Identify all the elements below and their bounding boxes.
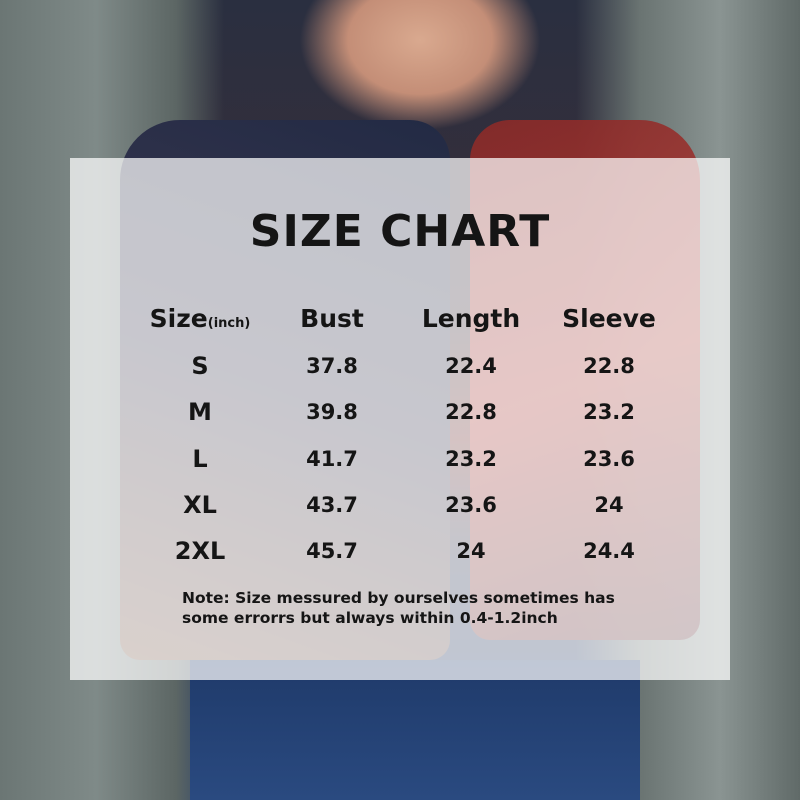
size-label: 2XL xyxy=(174,537,226,565)
table-cell: 37.8 xyxy=(306,354,358,378)
table-cell: 43.7 xyxy=(306,493,358,517)
size-label: M xyxy=(188,398,212,426)
header-label: Sleeve xyxy=(562,304,656,333)
size-label: S xyxy=(191,352,209,380)
table-cell: 24 xyxy=(456,539,486,563)
size-label: XL xyxy=(183,491,217,519)
note-line-2: some errorrs but always within 0.4-1.2in… xyxy=(182,609,558,627)
jeans-photo xyxy=(190,660,640,800)
note-line-1: Note: Size messured by ourselves sometim… xyxy=(182,589,615,607)
size-note: Note: Size messured by ourselves sometim… xyxy=(182,588,615,628)
column-header-sleeve: Sleeve xyxy=(534,304,684,333)
header-unit: (inch) xyxy=(207,316,251,331)
table-cell: 22.8 xyxy=(583,354,635,378)
table-cell: 24.4 xyxy=(583,539,635,563)
size-chart-title: SIZE CHART xyxy=(249,206,551,257)
table-cell: 24 xyxy=(594,493,624,517)
column-header-bust: Bust xyxy=(257,304,407,333)
header-label: Size xyxy=(149,304,208,333)
size-label: L xyxy=(192,445,208,473)
table-cell: 45.7 xyxy=(306,539,358,563)
table-cell: 22.8 xyxy=(445,400,497,424)
table-cell: 39.8 xyxy=(306,400,358,424)
header-label: Length xyxy=(421,304,521,333)
table-cell: 22.4 xyxy=(445,354,497,378)
table-cell: 23.6 xyxy=(583,447,635,471)
size-chart-panel xyxy=(70,158,730,680)
table-cell: 23.2 xyxy=(445,447,497,471)
table-cell: 23.6 xyxy=(445,493,497,517)
table-cell: 41.7 xyxy=(306,447,358,471)
table-cell: 23.2 xyxy=(583,400,635,424)
column-header-length: Length xyxy=(396,304,546,333)
header-label: Bust xyxy=(300,304,364,333)
column-header-size: Size(inch) xyxy=(125,304,275,333)
